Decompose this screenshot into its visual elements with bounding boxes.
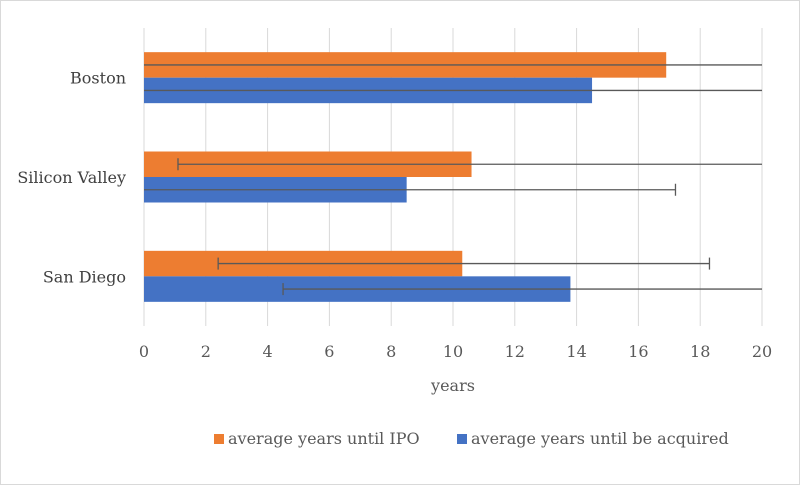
error-bar [217, 257, 711, 270]
legend-item: average years until be acquired [457, 429, 729, 448]
x-tick-label: 18 [690, 342, 710, 361]
legend: average years until IPO average years unt… [214, 429, 729, 448]
x-tick-label: 10 [443, 342, 463, 361]
x-tick-label: 2 [201, 342, 211, 361]
legend-swatch [457, 434, 467, 444]
bars [144, 52, 667, 302]
legend-swatch [214, 434, 224, 444]
legend-label: average years until IPO [228, 429, 420, 448]
category-label: San Diego [43, 267, 126, 286]
x-axis-ticks: 0 2 4 6 8 10 12 14 16 18 20 [139, 342, 772, 361]
error-bars [144, 64, 762, 296]
x-tick-label: 4 [263, 342, 273, 361]
x-tick-label: 20 [752, 342, 772, 361]
error-bar [282, 283, 762, 296]
x-axis-title: years [430, 376, 475, 395]
legend-item: average years until IPO [214, 429, 420, 448]
x-tick-label: 12 [505, 342, 525, 361]
error-bar [144, 183, 677, 196]
y-axis-categories: Boston Silicon Valley San Diego [17, 69, 126, 287]
x-tick-label: 6 [324, 342, 334, 361]
x-tick-label: 8 [386, 342, 396, 361]
x-tick-label: 14 [566, 342, 586, 361]
category-label: Silicon Valley [17, 168, 126, 187]
x-tick-label: 16 [628, 342, 648, 361]
category-label: Boston [70, 69, 126, 88]
error-bar [177, 158, 762, 171]
x-tick-label: 0 [139, 342, 149, 361]
legend-label: average years until be acquired [471, 429, 729, 448]
